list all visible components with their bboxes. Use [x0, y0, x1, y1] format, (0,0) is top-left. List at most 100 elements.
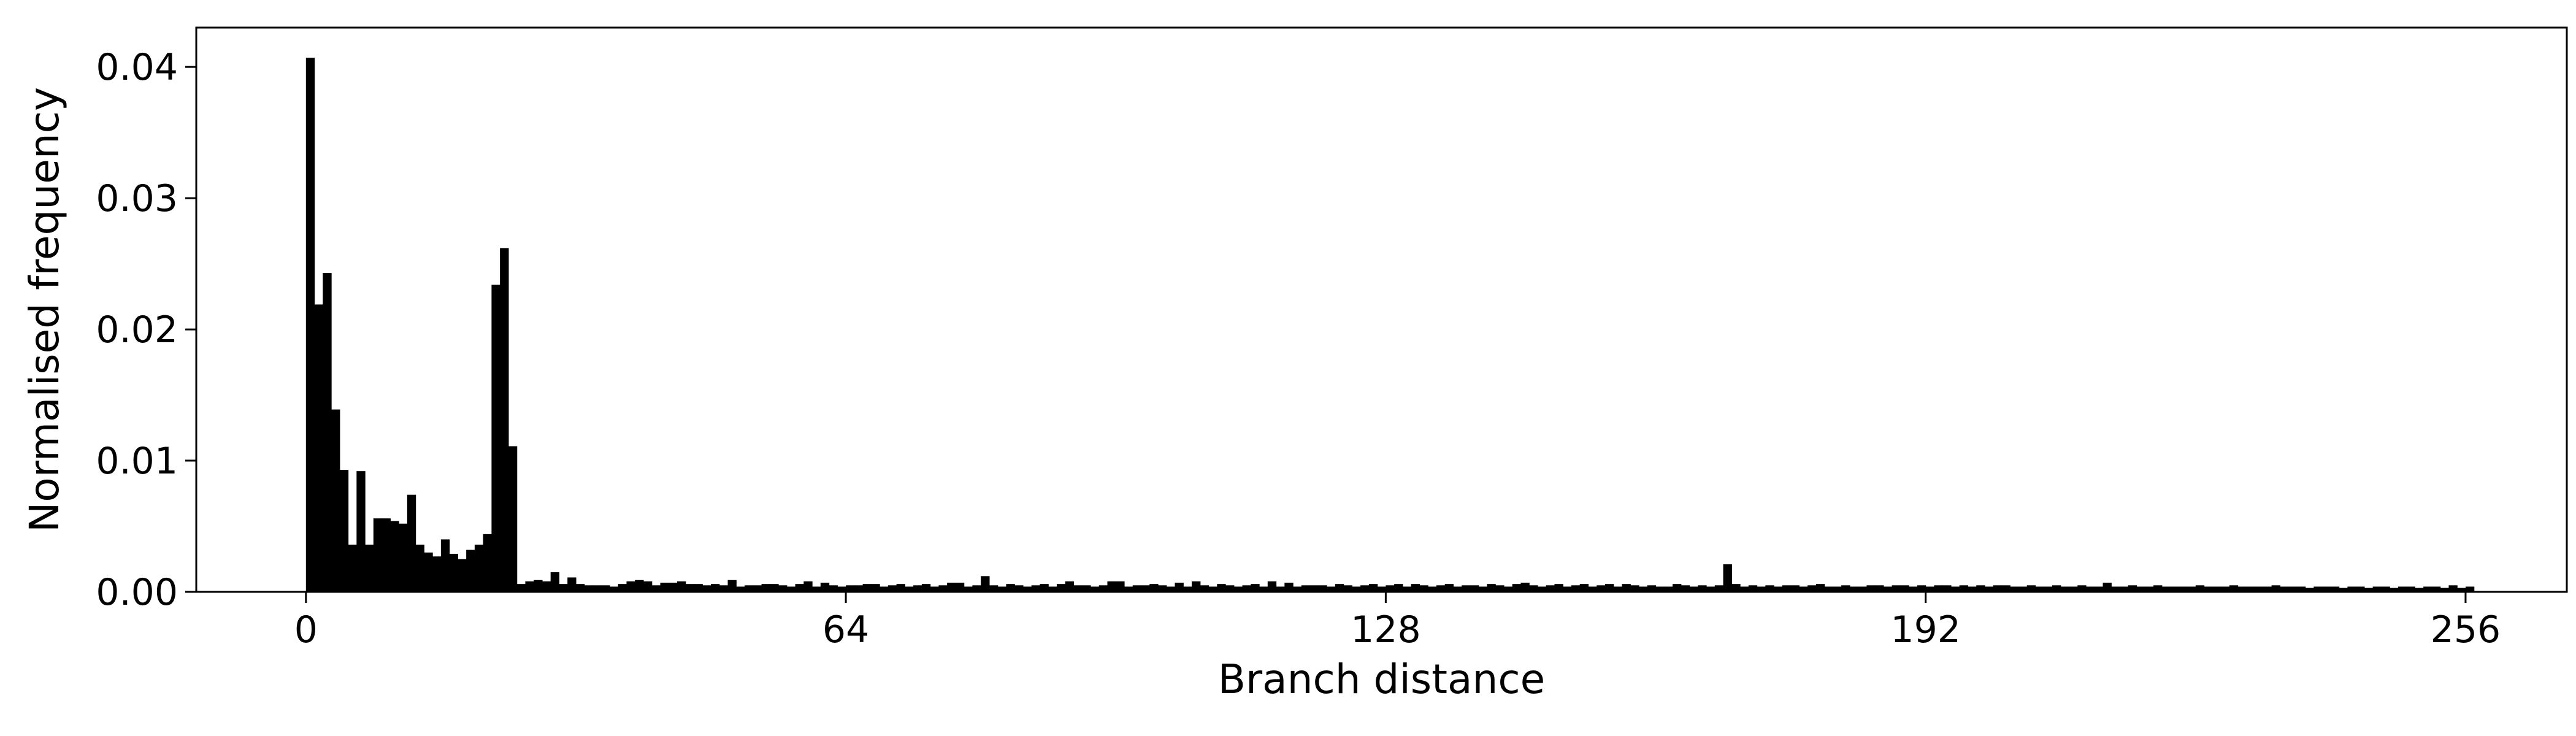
histogram-bar — [2305, 588, 2314, 592]
histogram-bar — [2229, 585, 2239, 592]
histogram-bar — [2035, 586, 2044, 592]
histogram-bar — [829, 585, 838, 592]
histogram-bar — [1774, 586, 1783, 592]
histogram-bar — [1655, 586, 1665, 592]
histogram-bar — [1419, 585, 1428, 592]
histogram-bar — [1883, 586, 1893, 592]
histogram-bar — [1259, 586, 1268, 592]
histogram-bar — [651, 585, 661, 592]
histogram-bar — [458, 559, 467, 592]
histogram-bar — [1909, 586, 1918, 592]
histogram-bar — [1942, 585, 1952, 592]
histogram-bar — [1613, 586, 1623, 592]
histogram-bar — [1478, 586, 1488, 592]
histogram-bar — [1512, 584, 1522, 592]
x-tick-label: 0 — [294, 608, 318, 651]
histogram-bar — [1597, 585, 1606, 592]
histogram-bar — [1900, 585, 1909, 592]
histogram-bar — [2288, 586, 2298, 592]
histogram-bar — [1352, 586, 1361, 592]
histogram-bar — [2322, 586, 2331, 592]
histogram-bar — [1394, 584, 1403, 592]
histogram-bar — [770, 584, 779, 592]
histogram-bar — [432, 556, 442, 592]
histogram-bar — [2069, 586, 2078, 592]
histogram-bar — [1200, 585, 1209, 592]
histogram-bar — [1841, 585, 1850, 592]
histogram-bar — [1040, 584, 1049, 592]
histogram-bar — [1714, 585, 1724, 592]
histogram-bar — [440, 539, 450, 592]
histogram-bar — [1293, 586, 1302, 592]
histogram-bar — [669, 583, 678, 592]
histogram-bar — [516, 584, 526, 592]
histogram-bar — [1368, 584, 1378, 592]
histogram-bar — [1462, 585, 1471, 592]
histogram-bar — [1630, 585, 1639, 592]
histogram-bar — [1647, 585, 1657, 592]
histogram-bar — [2465, 586, 2475, 592]
histogram-bar — [2153, 585, 2163, 592]
histogram-bar — [1124, 586, 1133, 592]
histogram-bar — [1132, 585, 1142, 592]
histogram-bar — [323, 273, 332, 592]
x-tick-label: 64 — [822, 608, 869, 651]
histogram-bar — [905, 586, 914, 592]
histogram-bar — [365, 544, 374, 592]
histogram-bar — [1866, 585, 1876, 592]
histogram-bar — [1833, 586, 1842, 592]
histogram-bar — [1604, 584, 1614, 592]
histogram-bar — [381, 518, 391, 592]
histogram-bar — [1267, 581, 1277, 592]
histogram-bar — [2103, 583, 2112, 592]
histogram-bar — [1706, 586, 1715, 592]
histogram-bar — [2221, 586, 2230, 592]
histogram-bar — [1934, 585, 1943, 592]
histogram-bar — [2330, 586, 2340, 592]
histogram-bar — [2364, 588, 2374, 592]
histogram-bar — [1090, 586, 1100, 592]
plot-frame — [195, 26, 2568, 593]
histogram-bar — [1849, 586, 1859, 592]
y-tick-label: 0.02 — [96, 309, 178, 351]
histogram-bar — [2440, 588, 2450, 592]
histogram-bar — [1318, 585, 1327, 592]
histogram-bar — [1208, 586, 1217, 592]
histogram-bar — [913, 585, 922, 592]
histogram-bar — [1411, 584, 1420, 592]
histogram-bar — [1470, 585, 1479, 592]
histogram-bar — [1976, 585, 1985, 592]
histogram-bar — [2044, 586, 2053, 592]
histogram-bar — [415, 544, 424, 592]
histogram-bar — [778, 585, 788, 592]
histogram-bar — [1183, 586, 1192, 592]
histogram-bar — [618, 584, 627, 592]
histogram-bar — [2145, 586, 2154, 592]
histogram-bar — [1689, 586, 1698, 592]
histogram-bar — [711, 584, 720, 592]
histogram-bar — [2111, 586, 2120, 592]
x-axis-label: Branch distance — [1218, 656, 1545, 703]
histogram-bar — [1757, 586, 1766, 592]
histogram-bar — [1503, 586, 1513, 592]
histogram-bar — [2423, 586, 2432, 592]
histogram-bar — [955, 583, 965, 592]
histogram-bar — [2271, 585, 2280, 592]
histogram-bar — [1327, 586, 1336, 592]
x-axis-ticks: 0 64 128 192 256 — [294, 592, 2501, 651]
histogram-bar — [727, 580, 737, 592]
histogram-bar — [2136, 586, 2145, 592]
histogram-bar — [1571, 585, 1581, 592]
histogram-bar — [2390, 588, 2399, 592]
histogram-bar — [2195, 585, 2205, 592]
histogram-bar — [880, 586, 889, 592]
histogram-bar — [1917, 585, 1926, 592]
bars-group — [305, 58, 2475, 592]
histogram-bar — [1622, 584, 1631, 592]
histogram-bar — [525, 581, 534, 592]
histogram-bar — [2018, 586, 2028, 592]
histogram-bar — [1453, 586, 1462, 592]
histogram-bar — [1731, 584, 1741, 592]
histogram-bar — [2313, 586, 2323, 592]
histogram-bar — [1284, 583, 1294, 592]
